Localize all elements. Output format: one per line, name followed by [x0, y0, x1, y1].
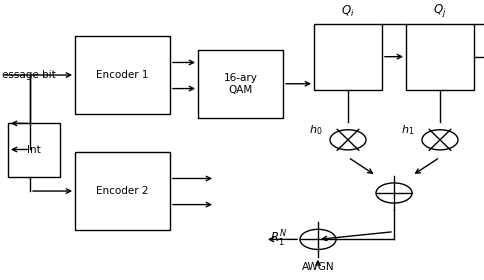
Circle shape — [300, 229, 336, 249]
Circle shape — [376, 183, 412, 203]
Circle shape — [330, 130, 366, 150]
Text: $h_0$: $h_0$ — [309, 123, 322, 137]
Text: Encoder 1: Encoder 1 — [96, 70, 149, 80]
Bar — [75, 36, 170, 114]
Text: $h_1$: $h_1$ — [401, 123, 414, 137]
Bar — [198, 50, 283, 118]
Text: AWGN: AWGN — [302, 262, 334, 272]
Text: Encoder 2: Encoder 2 — [96, 186, 149, 196]
Text: 16-ary
QAM: 16-ary QAM — [224, 73, 257, 95]
Text: essage bit: essage bit — [2, 70, 56, 80]
Bar — [75, 152, 170, 230]
Bar — [406, 24, 474, 90]
Text: $Q_j$: $Q_j$ — [433, 2, 447, 19]
Text: $Q_i$: $Q_i$ — [341, 4, 355, 19]
Text: $R_1^N$: $R_1^N$ — [270, 229, 287, 249]
Text: Int: Int — [27, 145, 41, 155]
Bar — [314, 24, 382, 90]
Bar — [8, 123, 60, 177]
Circle shape — [422, 130, 458, 150]
